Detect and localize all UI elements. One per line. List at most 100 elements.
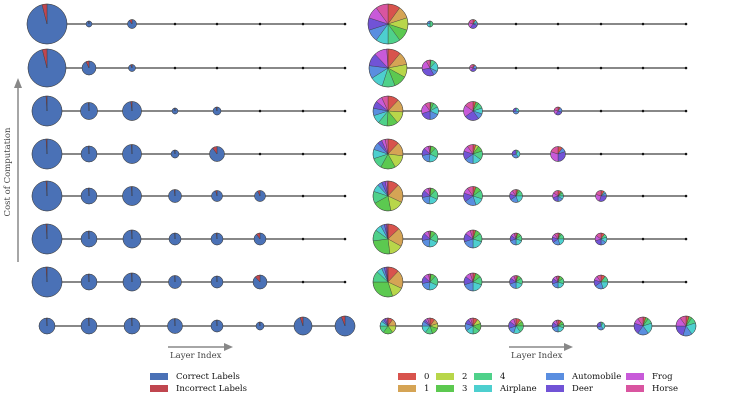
legend-label: 0 xyxy=(424,372,430,382)
layer-node-dot xyxy=(258,66,262,70)
pie-outline xyxy=(211,190,223,202)
pie-outline xyxy=(512,107,520,115)
pie-chart xyxy=(80,102,98,120)
layer-index-label-right: Layer Index xyxy=(511,351,563,361)
pie-outline xyxy=(463,144,483,164)
pie-outline xyxy=(128,64,136,72)
pie-chart xyxy=(551,232,565,246)
pie-chart xyxy=(421,317,439,335)
pie-outline xyxy=(31,266,63,298)
pie-outline xyxy=(209,146,225,162)
legend-swatch xyxy=(436,385,454,392)
pie-chart xyxy=(170,149,180,159)
layer-node-dot xyxy=(599,66,603,70)
pie-chart xyxy=(31,180,63,212)
pie-outline xyxy=(463,186,483,206)
pie-outline xyxy=(372,180,404,212)
pie-outline xyxy=(421,102,439,120)
legend-label: Horse xyxy=(652,384,678,394)
layer-node-dot xyxy=(641,280,645,284)
pie-outline xyxy=(421,317,439,335)
pie-outline xyxy=(421,145,439,163)
pie-outline xyxy=(168,275,182,289)
pie-chart xyxy=(421,145,439,163)
pie-outline xyxy=(255,321,265,331)
legend-swatch xyxy=(150,373,168,380)
pie-chart xyxy=(469,64,477,72)
pie-chart xyxy=(38,317,56,335)
layer-node-dot xyxy=(301,194,305,198)
pie-chart xyxy=(31,138,63,170)
pie-chart xyxy=(122,229,142,249)
legend-swatch xyxy=(626,373,644,380)
pie-chart xyxy=(122,144,142,164)
pie-chart xyxy=(509,189,523,203)
pie-outline xyxy=(122,101,142,121)
layer-arrow-right-head xyxy=(564,343,573,351)
pie-outline xyxy=(85,20,93,28)
pie-chart xyxy=(372,223,404,255)
pie-chart xyxy=(26,3,68,45)
pie-outline xyxy=(511,149,521,159)
pie-outline xyxy=(379,317,397,335)
pie-chart xyxy=(293,316,313,336)
pie-outline xyxy=(210,319,224,333)
pie-chart xyxy=(334,315,356,337)
axis-arrows xyxy=(14,78,573,351)
pie-outline xyxy=(372,138,404,170)
layer-node-dot xyxy=(599,152,603,156)
pie-outline xyxy=(122,186,142,206)
layer-node-dot xyxy=(215,22,219,26)
layer-node-dot xyxy=(641,194,645,198)
layer-node-dot xyxy=(684,22,688,26)
legend-swatch xyxy=(474,385,492,392)
pie-chart xyxy=(85,20,93,28)
pie-chart xyxy=(509,232,523,246)
pie-slice xyxy=(429,20,434,28)
pie-chart xyxy=(253,232,267,246)
pie-chart xyxy=(168,189,182,203)
pie-outline xyxy=(123,317,141,335)
pie-outline xyxy=(372,223,404,255)
layer-node-dot xyxy=(684,194,688,198)
pie-chart xyxy=(80,187,98,205)
pie-outline xyxy=(168,189,182,203)
layer-node-dot xyxy=(556,22,560,26)
right-pie-grid xyxy=(367,3,697,337)
cost-axis-label: Cost of Computation xyxy=(3,127,13,216)
pie-outline xyxy=(372,266,404,298)
layer-node-dot xyxy=(173,66,177,70)
layer-node-dot xyxy=(641,109,645,113)
layer-node-dot xyxy=(514,22,518,26)
pie-outline xyxy=(551,232,565,246)
pie-chart xyxy=(596,321,606,331)
pie-chart xyxy=(31,266,63,298)
pie-outline xyxy=(550,146,566,162)
pie-chart xyxy=(421,102,439,120)
pie-outline xyxy=(367,3,409,45)
legend-left: Correct Labels Incorrect Labels xyxy=(150,372,270,400)
pie-chart xyxy=(80,273,98,291)
pie-outline xyxy=(553,106,563,116)
pie-chart xyxy=(426,20,434,28)
layer-node-dot xyxy=(641,66,645,70)
pie-outline xyxy=(171,107,179,115)
pie-outline xyxy=(210,275,224,289)
pie-outline xyxy=(254,190,266,202)
pie-outline xyxy=(334,315,356,337)
pie-chart xyxy=(550,146,566,162)
layer-node-dot xyxy=(301,22,305,26)
layer-node-dot xyxy=(301,66,305,70)
legend-label: Frog xyxy=(652,372,673,382)
layer-node-dot xyxy=(599,22,603,26)
legend-swatch xyxy=(398,373,416,380)
layer-node-dot xyxy=(343,237,347,241)
layer-node-dot xyxy=(343,280,347,284)
pie-chart xyxy=(80,317,98,335)
legend-label: 3 xyxy=(462,384,468,394)
pie-outline xyxy=(210,232,224,246)
pie-outline xyxy=(595,190,607,202)
pie-chart xyxy=(379,317,397,335)
layer-node-dot xyxy=(301,109,305,113)
